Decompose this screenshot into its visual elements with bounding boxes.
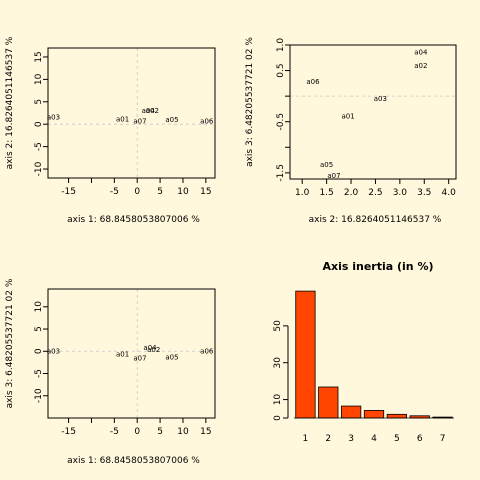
y-tick-label: 50 bbox=[273, 320, 283, 332]
x-tick-label: -15 bbox=[61, 187, 76, 197]
point-label-a02: a02 bbox=[414, 62, 427, 70]
bar-panel: 1 2 3 4 5 6 7 0 10 30 50 Axis inertia (in %) bbox=[273, 260, 454, 444]
x-tick-label: 4.0 bbox=[442, 188, 457, 198]
x-tick-label: 5 bbox=[157, 427, 163, 437]
y-axis-label: axis 2: 16.8264051146537 % bbox=[5, 36, 15, 169]
y-axis-label: axis 3: 6.48205537721 02 % bbox=[5, 278, 15, 408]
x-tick-label: 3.5 bbox=[417, 188, 431, 198]
point-label-a01: a01 bbox=[116, 115, 129, 123]
x-tick-label: -5 bbox=[110, 427, 119, 437]
y-tick-label: 0 bbox=[273, 415, 283, 421]
bar-4 bbox=[363, 410, 385, 419]
y-tick-label: 5 bbox=[34, 326, 44, 332]
y-tick-label: -10 bbox=[34, 388, 44, 403]
x-tick-label: 2.5 bbox=[368, 188, 382, 198]
x-tick-label: 4 bbox=[371, 434, 377, 444]
bar-5 bbox=[386, 413, 407, 419]
y-tick-label: 10 bbox=[34, 73, 44, 85]
x-tick-label: 1.0 bbox=[295, 188, 310, 198]
point-label-a05: a05 bbox=[165, 116, 178, 124]
x-tick-label: 7 bbox=[440, 434, 446, 444]
point-label-a03: a03 bbox=[47, 348, 60, 356]
y-tick-label: 5 bbox=[34, 99, 44, 105]
x-tick-label: 1 bbox=[303, 434, 309, 444]
point-label-a04: a04 bbox=[143, 344, 157, 352]
x-tick-label: 5 bbox=[394, 434, 400, 444]
x-tick-label: 3.0 bbox=[393, 188, 408, 198]
y-tick-label: -5 bbox=[34, 142, 44, 151]
y-axis-label: axis 3: 6.48205537721 02 % bbox=[245, 37, 255, 167]
point-label-a03: a03 bbox=[47, 113, 60, 121]
x-axis-label: axis 1: 68.8458053807006 % bbox=[67, 456, 200, 466]
x-tick-label: 6 bbox=[417, 434, 423, 444]
point-label-a06: a06 bbox=[200, 347, 214, 355]
x-axis-label: axis 1: 68.8458053807006 % bbox=[67, 215, 200, 225]
y-tick-label: -10 bbox=[34, 161, 44, 176]
x-tick-label: -5 bbox=[110, 187, 119, 197]
point-label-a01: a01 bbox=[116, 350, 129, 358]
x-tick-label: 3 bbox=[348, 434, 354, 444]
x-tick-label: 0 bbox=[134, 427, 140, 437]
x-axis-label: axis 2: 16.8264051146537 % bbox=[309, 215, 442, 225]
point-label-a04: a04 bbox=[142, 107, 156, 115]
point-label-a02: a02 bbox=[146, 107, 159, 115]
x-tick-label: 15 bbox=[200, 187, 211, 197]
x-tick-label: 1.5 bbox=[319, 188, 333, 198]
point-label-a07: a07 bbox=[327, 172, 340, 180]
x-tick-label: 5 bbox=[157, 187, 163, 197]
point-label-a03: a03 bbox=[374, 95, 387, 103]
y-tick-label: 15 bbox=[34, 51, 44, 62]
x-tick-label: 0 bbox=[134, 187, 140, 197]
x-tick-label: 2.0 bbox=[344, 188, 359, 198]
x-tick-label: 10 bbox=[177, 187, 189, 197]
point-label-a04: a04 bbox=[414, 49, 428, 57]
point-label-a01: a01 bbox=[341, 113, 354, 121]
scatter-panel-2: 1.0 1.5 2.0 2.5 3.0 3.5 4.0 -1.5 -0.5 0.5 1.0 a06 a0… bbox=[245, 37, 457, 225]
plot-frame bbox=[289, 44, 457, 180]
point-label-a02: a02 bbox=[147, 346, 160, 354]
point-label-a05: a05 bbox=[320, 161, 333, 169]
bar-1 bbox=[295, 290, 316, 419]
x-tick-label: 2 bbox=[325, 434, 331, 444]
y-tick-label: -1.5 bbox=[276, 164, 286, 182]
x-tick-label: -15 bbox=[61, 427, 76, 437]
point-label-a07: a07 bbox=[133, 118, 146, 126]
bar-3 bbox=[341, 405, 362, 419]
x-tick-label: 15 bbox=[200, 427, 211, 437]
point-label-a06: a06 bbox=[306, 78, 320, 86]
plot-frame bbox=[47, 47, 216, 179]
y-tick-label: 10 bbox=[273, 394, 283, 406]
chart-title: Axis inertia (in %) bbox=[322, 260, 433, 273]
y-tick-label: -5 bbox=[34, 369, 44, 378]
y-tick-label: 0 bbox=[34, 348, 44, 354]
y-tick-label: 0.5 bbox=[276, 63, 286, 77]
plot-frame bbox=[47, 288, 216, 419]
y-tick-label: 30 bbox=[273, 357, 283, 369]
point-label-a07: a07 bbox=[133, 354, 146, 362]
bar-2 bbox=[318, 386, 339, 419]
x-tick-label: 10 bbox=[177, 427, 189, 437]
point-label-a05: a05 bbox=[165, 354, 178, 362]
y-tick-label: 0 bbox=[34, 121, 44, 127]
y-tick-label: 10 bbox=[34, 301, 44, 313]
y-tick-label: -0.5 bbox=[276, 113, 286, 131]
y-tick-label: 1.0 bbox=[276, 38, 286, 53]
point-label-a06: a06 bbox=[200, 118, 214, 126]
